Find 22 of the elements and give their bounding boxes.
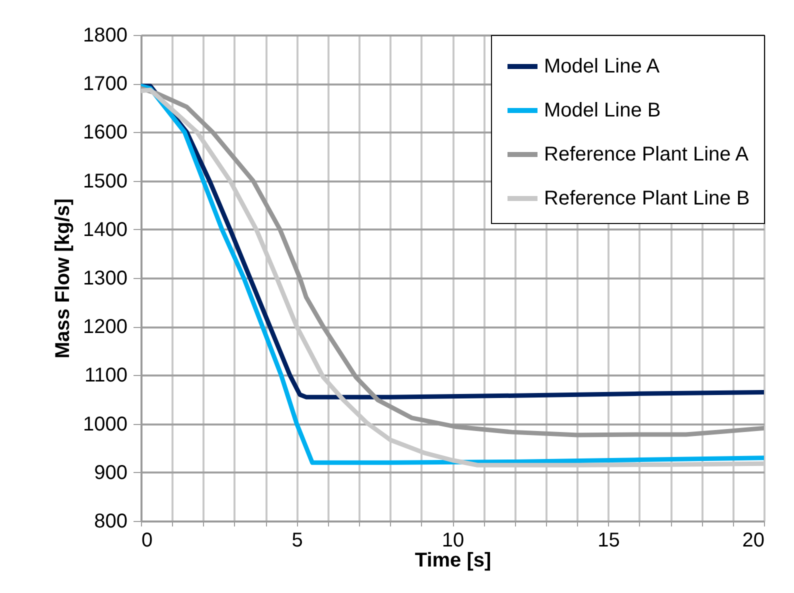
y-axis-title: Mass Flow [kg/s] bbox=[52, 198, 74, 359]
x-tick-label: 0 bbox=[142, 530, 153, 552]
x-tick-label: 15 bbox=[598, 530, 620, 552]
y-tick-label: 1400 bbox=[83, 218, 128, 241]
legend-label: Model Line A bbox=[544, 56, 660, 78]
legend-label: Reference Plant Line B bbox=[544, 188, 750, 210]
legend-label: Model Line B bbox=[544, 100, 661, 122]
y-tick-label: 1300 bbox=[83, 268, 128, 290]
x-axis-title: Time [s] bbox=[414, 550, 492, 572]
y-tick-label: 1500 bbox=[83, 170, 128, 192]
x-tick-label: 10 bbox=[442, 530, 464, 552]
x-tick-label: 5 bbox=[292, 530, 303, 552]
x-tick-label: 20 bbox=[742, 530, 764, 552]
y-tick-label: 1600 bbox=[83, 122, 128, 144]
y-tick-label: 900 bbox=[94, 462, 128, 484]
y-tick-label: 1200 bbox=[83, 316, 128, 338]
legend-label: Reference Plant Line A bbox=[544, 144, 750, 166]
y-tick-label: 800 bbox=[94, 510, 128, 532]
y-tick-label: 1700 bbox=[83, 73, 128, 96]
y-tick-label: 1800 bbox=[83, 24, 128, 46]
y-tick-label: 1100 bbox=[84, 364, 128, 387]
y-tick-label: 1000 bbox=[83, 413, 128, 436]
